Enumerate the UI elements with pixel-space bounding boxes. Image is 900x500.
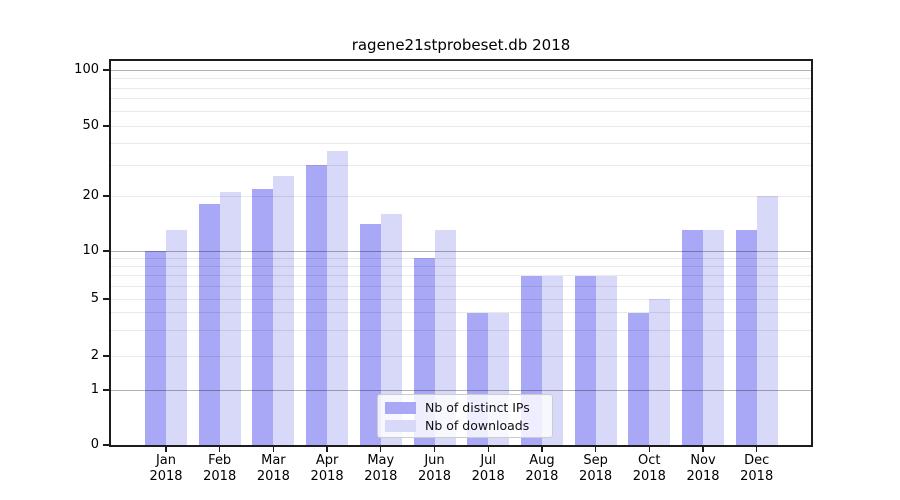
y-tick-label-0: 0 [90,437,99,452]
bar-downloads-jan [166,230,187,445]
bar-distinct-ips-jan [145,251,166,445]
x-tick-mark-may [380,447,382,452]
x-tick-label-nov: Nov 2018 [686,453,720,484]
x-tick-mark-dec [756,447,758,452]
gridline-8 [111,265,811,267]
x-tick-label-jun: Jun 2018 [417,453,452,484]
bar-distinct-ips-mar [252,188,274,445]
x-tick-label-jan: Jan 2018 [149,453,183,484]
gridline-10 [111,250,811,252]
gridline-9 [111,257,811,259]
x-tick-mark-sep [594,447,597,452]
bar-downloads-sep [595,275,617,445]
gridline-50 [111,125,811,127]
gridline-80 [111,87,811,89]
x-tick-label-feb: Feb 2018 [203,453,237,484]
x-tick-label-sep: Sep 2018 [579,453,613,484]
plot-area: Nb of distinct IPs Nb of downloads [109,59,813,447]
legend: Nb of distinct IPs Nb of downloads [377,394,553,438]
chart-title: ragene21stprobeset.db 2018 [351,36,571,54]
gridline-30 [111,164,811,166]
gridline-20 [111,195,811,197]
x-tick-mark-mar [272,447,275,452]
x-tick-mark-feb [219,447,221,452]
y-tick-label-10: 10 [82,243,99,258]
gridline-60 [111,110,811,112]
x-tick-label-may: May 2018 [364,453,398,484]
gridline-3 [111,330,811,332]
x-tick-mark-nov [702,447,704,452]
bar-downloads-apr [327,151,349,445]
y-tick-mark-10 [103,250,109,252]
y-tick-label-1: 1 [90,382,99,397]
gridline-7 [111,275,811,277]
gridline-100 [111,69,811,71]
gridline-4 [111,312,811,314]
gridline-6 [111,285,811,287]
legend-entry-distinct-ips: Nb of distinct IPs [385,399,545,417]
y-tick-label-50: 50 [82,118,99,133]
bar-distinct-ips-dec [735,230,757,445]
x-tick-mark-jun [433,447,436,452]
bar-downloads-mar [273,175,295,445]
y-tick-mark-100 [103,69,109,71]
x-tick-label-oct: Oct 2018 [632,453,666,484]
grid-layer [111,61,811,445]
bar-distinct-ips-feb [198,204,220,445]
x-tick-label-mar: Mar 2018 [256,453,290,484]
x-tick-label-aug: Aug 2018 [525,453,559,484]
x-tick-label-apr: Apr 2018 [310,453,344,484]
y-tick-mark-1 [103,389,109,391]
x-tick-mark-aug [541,447,543,452]
bar-distinct-ips-sep [574,275,596,445]
bar-distinct-ips-apr [306,165,328,445]
x-tick-label-dec: Dec 2018 [740,453,774,484]
gridline-2 [111,355,811,357]
y-tick-mark-0 [103,444,109,446]
bar-downloads-nov [703,230,724,445]
legend-label-distinct-ips: Nb of distinct IPs [425,400,530,415]
x-tick-mark-oct [648,447,650,452]
gridline-5 [111,298,811,300]
bar-distinct-ips-oct [628,312,650,445]
y-tick-label-2: 2 [90,348,99,363]
bar-downloads-feb [219,192,241,445]
y-tick-label-20: 20 [82,188,99,203]
y-tick-label-5: 5 [90,291,99,306]
legend-label-downloads: Nb of downloads [425,418,530,433]
x-tick-mark-apr [326,447,328,452]
bar-distinct-ips-nov [682,230,703,445]
y-tick-mark-2 [103,355,109,357]
bars-layer [111,61,811,445]
gridline-70 [111,98,811,100]
gridline-1 [111,389,811,391]
gridline-40 [111,142,811,144]
x-tick-mark-jul [487,447,489,452]
x-tick-mark-jan [165,447,167,452]
x-tick-label-jul: Jul 2018 [471,453,505,484]
y-tick-mark-5 [103,298,109,300]
legend-entry-downloads: Nb of downloads [385,417,545,435]
bar-downloads-dec [756,196,778,445]
legend-swatch-distinct-ips-icon [385,402,416,414]
gridline-90 [111,78,811,79]
y-tick-mark-20 [103,195,109,197]
legend-swatch-downloads-icon [385,420,416,432]
bar-downloads-oct [649,299,671,445]
y-tick-label-100: 100 [74,62,99,77]
y-tick-mark-50 [103,125,109,127]
